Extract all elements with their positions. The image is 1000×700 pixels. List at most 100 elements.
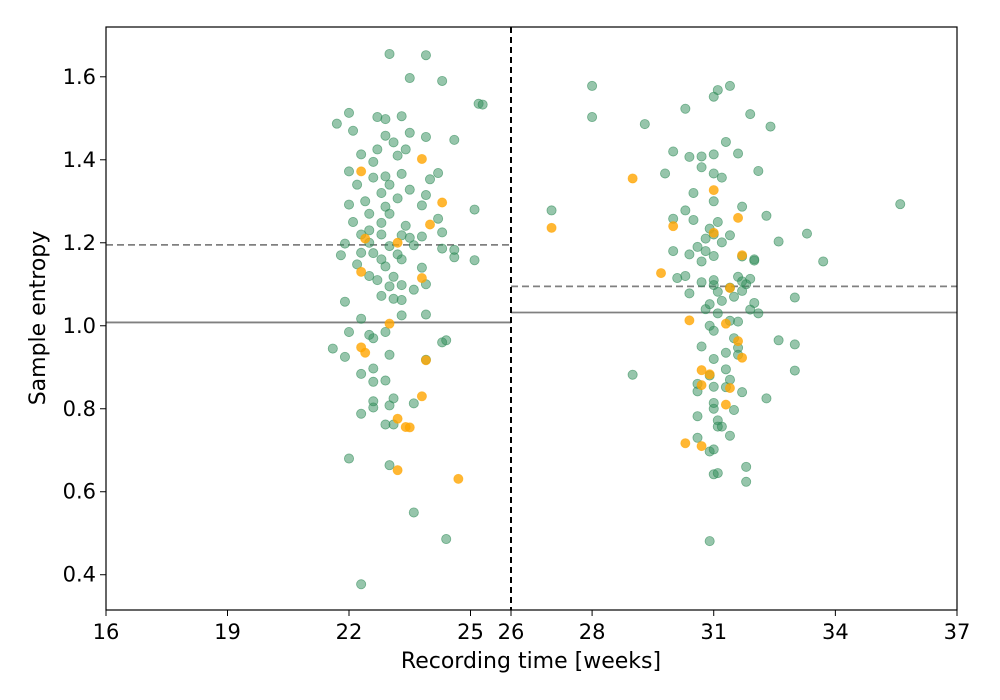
data-point-green: [384, 179, 395, 190]
data-point-green: [761, 210, 772, 221]
data-point-green: [765, 121, 776, 132]
data-point-green: [477, 99, 488, 110]
data-point-green: [327, 343, 338, 354]
data-point-green: [737, 201, 748, 212]
data-point-orange: [733, 336, 744, 347]
y-tick-label: 0.8: [63, 397, 96, 421]
data-point-green: [424, 174, 435, 185]
data-point-green: [684, 151, 695, 162]
data-point-orange: [384, 318, 395, 329]
data-point-orange: [453, 473, 464, 484]
data-point-green: [356, 313, 367, 324]
data-point-orange: [404, 422, 415, 433]
data-point-green: [433, 168, 444, 179]
data-point-green: [433, 213, 444, 224]
data-point-green: [368, 172, 379, 183]
data-point-green: [680, 270, 691, 281]
x-tick-label: 16: [93, 620, 120, 644]
data-point-green: [668, 246, 679, 257]
data-point-green: [416, 262, 427, 273]
data-point-green: [408, 398, 419, 409]
data-point-green: [773, 236, 784, 247]
data-point-green: [688, 187, 699, 198]
data-point-green: [356, 579, 367, 590]
data-point-green: [801, 228, 812, 239]
data-point-orange: [708, 185, 719, 196]
data-point-green: [737, 387, 748, 398]
data-point-green: [339, 238, 350, 249]
data-point-green: [368, 156, 379, 167]
data-point-orange: [724, 383, 735, 394]
data-point-orange: [737, 250, 748, 261]
data-point-green: [704, 536, 715, 547]
data-point-orange: [720, 399, 731, 410]
data-point-green: [343, 107, 354, 118]
data-point-green: [692, 432, 703, 443]
data-point-orange: [356, 342, 367, 353]
data-point-green: [376, 229, 387, 240]
data-point-green: [680, 103, 691, 114]
data-point-green: [895, 199, 906, 210]
data-point-green: [368, 376, 379, 387]
x-axis-ticks: 16 19 22 25 26 28 31 34 37: [93, 610, 970, 644]
data-point-green: [639, 119, 650, 130]
data-point-green: [773, 335, 784, 346]
data-point-green: [708, 149, 719, 160]
y-tick-label: 1.4: [63, 148, 96, 172]
data-point-green: [408, 507, 419, 518]
data-point-green: [396, 168, 407, 179]
data-point-green: [372, 275, 383, 286]
data-point-green: [372, 144, 383, 155]
data-point-green: [684, 249, 695, 260]
data-point-green: [348, 217, 359, 228]
data-point-orange: [737, 352, 748, 363]
data-point-orange: [656, 268, 667, 279]
data-point-green: [388, 293, 399, 304]
x-tick-label: 22: [336, 620, 363, 644]
data-point-green: [789, 339, 800, 350]
data-point-green: [376, 217, 387, 228]
data-point-green: [733, 148, 744, 159]
data-point-green: [396, 254, 407, 265]
data-point-green: [688, 214, 699, 225]
data-point-orange: [546, 222, 557, 233]
data-point-green: [660, 168, 671, 179]
data-point-green: [400, 220, 411, 231]
data-point-orange: [360, 233, 371, 244]
data-point-green: [388, 137, 399, 148]
data-point-green: [384, 208, 395, 219]
data-point-green: [420, 309, 431, 320]
data-point-green: [380, 130, 391, 141]
data-point-orange: [392, 413, 403, 424]
data-point-green: [672, 273, 683, 284]
data-point-green: [712, 468, 723, 479]
data-point-green: [469, 255, 480, 266]
data-point-green: [356, 149, 367, 160]
data-point-green: [700, 246, 711, 257]
data-point-orange: [356, 166, 367, 177]
data-point-green: [343, 199, 354, 210]
data-point-green: [716, 421, 727, 432]
data-point-green: [700, 304, 711, 315]
data-point-green: [416, 200, 427, 211]
data-point-orange: [720, 318, 731, 329]
data-point-green: [441, 335, 452, 346]
x-tick-label: 34: [822, 620, 849, 644]
data-point-green: [741, 461, 752, 472]
data-point-green: [352, 179, 363, 190]
data-point-green: [587, 80, 598, 91]
data-point-green: [360, 196, 371, 207]
data-point-green: [696, 341, 707, 352]
data-point-orange: [724, 283, 735, 294]
data-point-green: [753, 165, 764, 176]
data-point-green: [364, 208, 375, 219]
data-point-green: [437, 243, 448, 254]
y-tick-label: 1.6: [63, 65, 96, 89]
data-point-green: [339, 351, 350, 362]
data-points: [327, 48, 906, 590]
data-point-green: [356, 247, 367, 258]
data-point-green: [745, 109, 756, 120]
data-point-green: [356, 368, 367, 379]
data-point-green: [356, 408, 367, 419]
data-point-orange: [437, 197, 448, 208]
